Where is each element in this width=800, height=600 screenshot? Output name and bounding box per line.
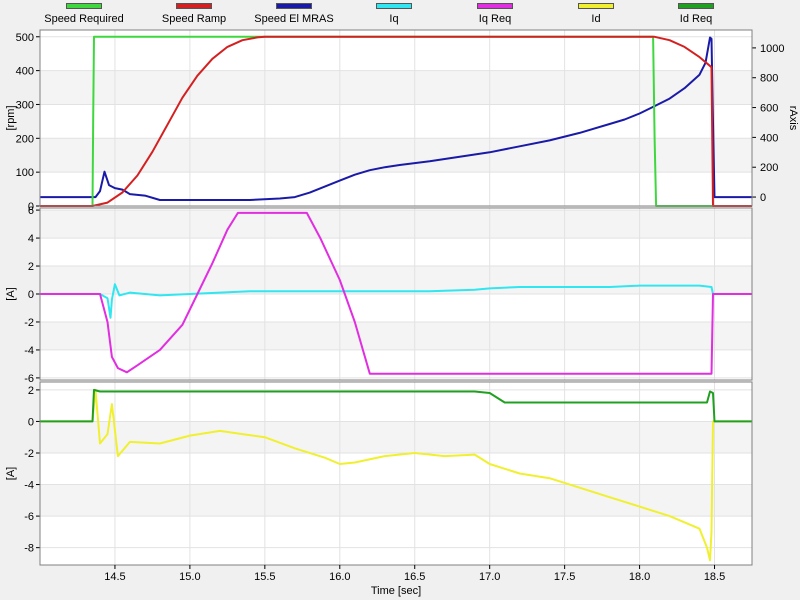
x-tick-label: 17.5 — [554, 571, 575, 583]
panel-frame — [39, 381, 753, 566]
y-tick-label: 0 — [28, 416, 34, 428]
y-tick-label: 500 — [16, 32, 34, 44]
y-tick-label: 400 — [16, 66, 34, 78]
chart-legend: Speed Required Speed Ramp Speed El MRAS … — [0, 0, 800, 30]
legend-label: Speed Required — [44, 13, 124, 25]
series-iq — [40, 283, 752, 319]
legend-swatch — [66, 3, 102, 9]
series-iq-req — [40, 211, 752, 375]
y-right-tick-label: 600 — [760, 103, 778, 115]
y-tick-label: 0 — [28, 201, 34, 213]
x-axis-label: Time [sec] — [371, 585, 421, 597]
y-tick-label: 200 — [16, 133, 34, 145]
legend-label: Id Req — [679, 13, 713, 25]
series-id-req — [40, 388, 752, 423]
y-tick-label: -2 — [24, 448, 34, 460]
y-tick-label: 4 — [28, 233, 34, 245]
y-right-tick-label: 1000 — [760, 43, 784, 55]
grid-band — [40, 210, 752, 239]
x-tick-label: 18.0 — [629, 571, 650, 583]
grid-band — [40, 138, 752, 173]
y-tick-label: -4 — [24, 480, 34, 492]
panel-frame — [39, 207, 753, 381]
legend-label: Iq — [389, 13, 399, 25]
legend-swatch — [176, 3, 212, 9]
legend-swatch — [477, 3, 513, 9]
legend-label: Speed Ramp — [161, 13, 227, 25]
x-tick-label: 14.5 — [104, 571, 125, 583]
legend-item-speed-ramp[interactable]: Speed Ramp — [144, 3, 244, 25]
x-tick-label: 16.0 — [329, 571, 350, 583]
x-tick-label: 18.5 — [704, 571, 725, 583]
legend-swatch — [578, 3, 614, 9]
y-tick-label: -6 — [24, 373, 34, 385]
legend-item-iq[interactable]: Iq — [344, 3, 444, 25]
y-right-axis-label: rAxis — [787, 106, 799, 131]
y-tick-label: -8 — [24, 543, 34, 555]
y-axis-label: [rpm] — [5, 105, 17, 130]
panel-background — [40, 382, 752, 565]
y-right-tick-label: 200 — [760, 162, 778, 174]
y-tick-label: 6 — [28, 205, 34, 217]
legend-label: Speed El MRAS — [254, 13, 334, 25]
grid-band — [40, 266, 752, 294]
grid-band — [40, 70, 752, 105]
y-tick-label: -6 — [24, 511, 34, 523]
series-speed-ramp — [40, 35, 752, 207]
y-tick-label: 2 — [28, 261, 34, 273]
grid-band — [40, 421, 752, 453]
x-tick-label: 15.0 — [179, 571, 200, 583]
y-tick-label: -2 — [24, 317, 34, 329]
legend-swatch — [376, 3, 412, 9]
legend-swatch — [678, 3, 714, 9]
y-axis-label: [A] — [5, 287, 17, 300]
legend-item-speed-required[interactable]: Speed Required — [34, 3, 134, 25]
grid-band — [40, 484, 752, 517]
y-axis-label: [A] — [5, 467, 17, 480]
y-right-tick-label: 800 — [760, 73, 778, 85]
legend-label: Iq Req — [478, 13, 512, 25]
series-id — [40, 388, 752, 562]
x-tick-label: 16.5 — [404, 571, 425, 583]
y-right-tick-label: 400 — [760, 132, 778, 144]
panel-frame — [39, 29, 753, 207]
legend-item-id[interactable]: Id — [546, 3, 646, 25]
panel-background — [40, 30, 752, 206]
legend-swatch — [276, 3, 312, 9]
x-tick-label: 15.5 — [254, 571, 275, 583]
legend-item-iq-req[interactable]: Iq Req — [445, 3, 545, 25]
grid-band — [40, 321, 752, 350]
legend-item-id-req[interactable]: Id Req — [646, 3, 746, 25]
x-tick-label: 17.0 — [479, 571, 500, 583]
legend-label: Id — [591, 13, 601, 25]
series-speed-el-mras — [40, 36, 752, 201]
legend-item-speed-el-mras[interactable]: Speed El MRAS — [244, 3, 344, 25]
y-tick-label: 2 — [28, 385, 34, 397]
y-right-tick-label: 0 — [760, 192, 766, 204]
y-tick-label: -4 — [24, 345, 34, 357]
y-tick-label: 100 — [16, 167, 34, 179]
y-tick-label: 0 — [28, 289, 34, 301]
y-tick-label: 300 — [16, 99, 34, 111]
